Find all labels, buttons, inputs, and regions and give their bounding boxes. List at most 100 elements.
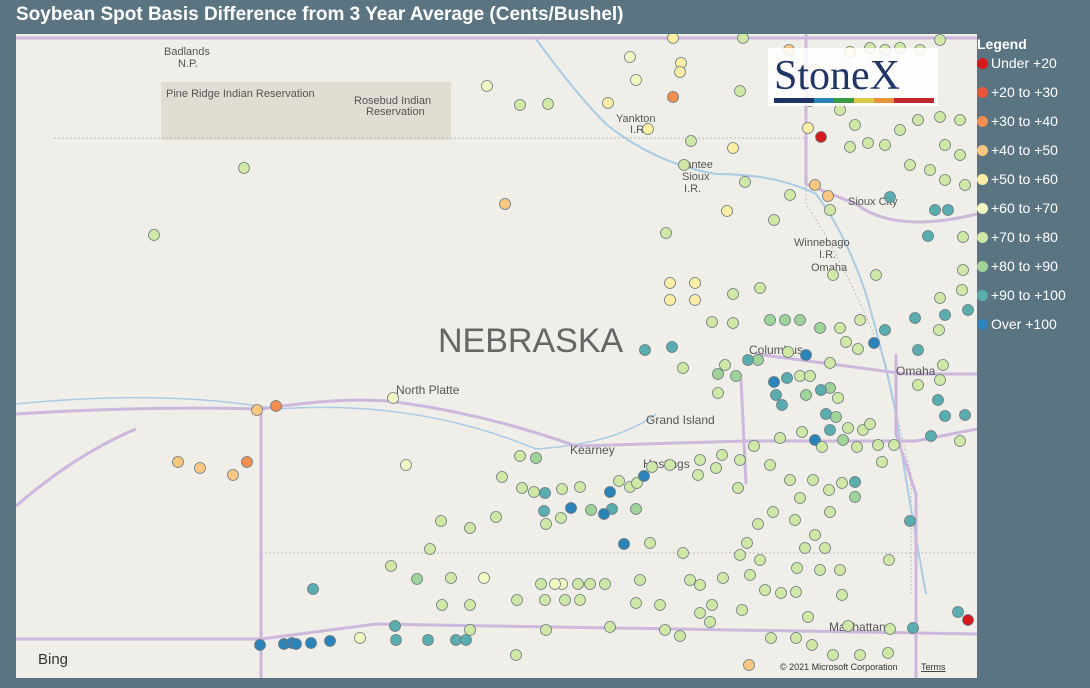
location-dot[interactable] [744, 569, 756, 581]
location-dot[interactable] [954, 114, 966, 126]
location-dot[interactable] [270, 400, 282, 412]
location-dot[interactable] [834, 564, 846, 576]
location-dot[interactable] [238, 162, 250, 174]
location-dot[interactable] [781, 372, 793, 384]
location-dot[interactable] [959, 409, 971, 421]
location-dot[interactable] [754, 282, 766, 294]
location-dot[interactable] [689, 294, 701, 306]
location-dot[interactable] [574, 594, 586, 606]
location-dot[interactable] [613, 475, 625, 487]
location-dot[interactable] [824, 357, 836, 369]
location-dot[interactable] [924, 164, 936, 176]
location-dot[interactable] [540, 518, 552, 530]
location-dot[interactable] [840, 336, 852, 348]
location-dot[interactable] [692, 469, 704, 481]
location-dot[interactable] [939, 410, 951, 422]
location-dot[interactable] [959, 179, 971, 191]
location-dot[interactable] [540, 624, 552, 636]
location-dot[interactable] [542, 98, 554, 110]
location-dot[interactable] [241, 456, 253, 468]
location-dot[interactable] [254, 639, 266, 651]
location-dot[interactable] [436, 599, 448, 611]
location-dot[interactable] [870, 269, 882, 281]
location-dot[interactable] [884, 623, 896, 635]
location-dot[interactable] [530, 452, 542, 464]
location-dot[interactable] [844, 141, 856, 153]
location-dot[interactable] [549, 578, 561, 590]
terms[interactable]: Terms [921, 662, 946, 672]
location-dot[interactable] [460, 634, 472, 646]
location-dot[interactable] [499, 198, 511, 210]
location-dot[interactable] [385, 560, 397, 572]
location-dot[interactable] [584, 578, 596, 590]
location-dot[interactable] [933, 324, 945, 336]
location-dot[interactable] [555, 512, 567, 524]
location-dot[interactable] [957, 264, 969, 276]
location-dot[interactable] [684, 574, 696, 586]
location-dot[interactable] [742, 354, 754, 366]
location-dot[interactable] [922, 230, 934, 242]
location-dot[interactable] [854, 649, 866, 661]
location-dot[interactable] [824, 506, 836, 518]
location-dot[interactable] [251, 404, 263, 416]
location-dot[interactable] [954, 149, 966, 161]
location-dot[interactable] [435, 515, 447, 527]
location-dot[interactable] [737, 34, 749, 44]
location-dot[interactable] [666, 341, 678, 353]
location-dot[interactable] [528, 486, 540, 498]
location-dot[interactable] [814, 564, 826, 576]
location-dot[interactable] [842, 620, 854, 632]
location-dot[interactable] [739, 176, 751, 188]
location-dot[interactable] [704, 616, 716, 628]
location-dot[interactable] [904, 159, 916, 171]
location-dot[interactable] [836, 477, 848, 489]
location-dot[interactable] [862, 137, 874, 149]
location-dot[interactable] [307, 583, 319, 595]
location-dot[interactable] [819, 542, 831, 554]
location-dot[interactable] [674, 630, 686, 642]
location-dot[interactable] [942, 204, 954, 216]
location-dot[interactable] [957, 231, 969, 243]
location-dot[interactable] [496, 471, 508, 483]
location-dot[interactable] [324, 635, 336, 647]
location-dot[interactable] [823, 484, 835, 496]
location-dot[interactable] [490, 511, 502, 523]
location-dot[interactable] [767, 506, 779, 518]
location-dot[interactable] [937, 359, 949, 371]
location-dot[interactable] [868, 337, 880, 349]
location-dot[interactable] [510, 649, 522, 661]
location-dot[interactable] [872, 439, 884, 451]
location-dot[interactable] [883, 554, 895, 566]
location-dot[interactable] [814, 322, 826, 334]
location-dot[interactable] [734, 549, 746, 561]
location-dot[interactable] [734, 454, 746, 466]
location-dot[interactable] [290, 638, 302, 650]
location-dot[interactable] [768, 214, 780, 226]
location-dot[interactable] [602, 97, 614, 109]
location-dot[interactable] [539, 487, 551, 499]
location-dot[interactable] [630, 503, 642, 515]
location-dot[interactable] [849, 119, 861, 131]
location-dot[interactable] [667, 91, 679, 103]
location-dot[interactable] [631, 477, 643, 489]
location-dot[interactable] [585, 504, 597, 516]
location-dot[interactable] [804, 370, 816, 382]
location-dot[interactable] [799, 542, 811, 554]
location-dot[interactable] [784, 474, 796, 486]
location-dot[interactable] [644, 537, 656, 549]
location-dot[interactable] [689, 277, 701, 289]
location-dot[interactable] [694, 607, 706, 619]
location-dot[interactable] [624, 51, 636, 63]
location-dot[interactable] [706, 316, 718, 328]
location-dot[interactable] [727, 317, 739, 329]
location-dot[interactable] [864, 418, 876, 430]
location-dot[interactable] [172, 456, 184, 468]
location-dot[interactable] [876, 456, 888, 468]
location-dot[interactable] [741, 537, 753, 549]
location-dot[interactable] [815, 384, 827, 396]
location-dot[interactable] [836, 589, 848, 601]
location-dot[interactable] [932, 394, 944, 406]
location-dot[interactable] [478, 572, 490, 584]
location-dot[interactable] [824, 204, 836, 216]
location-dot[interactable] [752, 354, 764, 366]
